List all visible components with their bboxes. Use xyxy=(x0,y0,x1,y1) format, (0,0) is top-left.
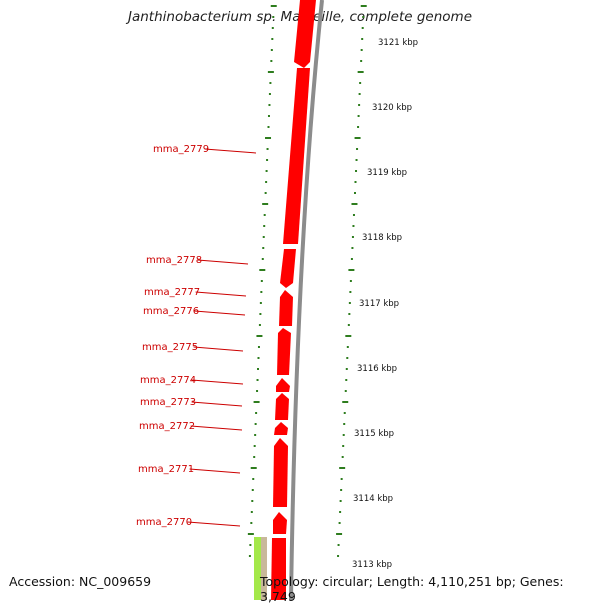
gene-arrow xyxy=(280,249,296,288)
gene-label: mma_2779 xyxy=(153,144,209,155)
gene-label: mma_2776 xyxy=(143,306,199,317)
gene-leader-line xyxy=(197,259,249,265)
gene-arrow xyxy=(271,538,286,600)
ruler-tick-label: 3115 kbp xyxy=(354,429,394,439)
gene-arrow xyxy=(277,328,291,375)
gene-label: mma_2770 xyxy=(136,517,192,528)
accession-text: Accession: NC_009659 xyxy=(9,574,152,589)
gene-leader-line xyxy=(194,310,246,316)
gc-tan-bar xyxy=(261,537,267,600)
ruler-tick-label: 3119 kbp xyxy=(367,168,407,178)
gene-leader-line xyxy=(191,379,244,385)
gc-content-track xyxy=(254,537,267,600)
gene-arrow xyxy=(273,438,288,507)
gene-leader-line xyxy=(190,425,243,431)
ruler-tick-label: 3120 kbp xyxy=(372,103,412,113)
gene-arrow xyxy=(273,512,287,534)
genome-backbone xyxy=(289,0,324,600)
outer-tick-track xyxy=(336,5,367,557)
gene-label: mma_2771 xyxy=(138,464,194,475)
gene-label: mma_2772 xyxy=(139,421,195,432)
gene-arrow xyxy=(274,422,288,435)
gene-leader-line xyxy=(191,401,243,407)
gene-arrow xyxy=(276,378,290,392)
gene-leader-line xyxy=(187,521,241,527)
gene-label: mma_2775 xyxy=(142,342,198,353)
gene-arrow xyxy=(279,290,293,326)
gc-green-bar xyxy=(254,537,261,600)
gene-arrow xyxy=(275,393,289,420)
gene-leader-line xyxy=(189,468,241,474)
ruler-tick-label: 3114 kbp xyxy=(353,494,393,504)
gene-leader-line xyxy=(195,291,247,297)
inner-tick-track xyxy=(247,5,277,557)
ruler-tick-label: 3116 kbp xyxy=(357,364,397,374)
ruler-tick-label: 3118 kbp xyxy=(362,233,402,243)
gene-arrow xyxy=(283,68,310,244)
gene-label-track: mma_2779 mma_2778 mma_2777 mma_2776 mma_2775… xyxy=(136,144,257,528)
gene-leader-line xyxy=(204,148,257,154)
ruler-tick-label: 3121 kbp xyxy=(378,38,418,48)
kbp-ruler: 3121 kbp 3120 kbp 3119 kbp 3118 kbp 3117 kbp… xyxy=(352,38,418,570)
gene-label: mma_2777 xyxy=(144,287,200,298)
gene-label: mma_2774 xyxy=(140,375,196,386)
ruler-tick-label: 3113 kbp xyxy=(352,560,392,570)
gene-leader-line xyxy=(193,346,244,352)
gene-label: mma_2773 xyxy=(140,397,196,408)
gene-arrow-track xyxy=(271,0,316,600)
gene-arrow xyxy=(294,0,316,68)
gene-label: mma_2778 xyxy=(146,255,202,266)
ruler-tick-label: 3117 kbp xyxy=(359,299,399,309)
